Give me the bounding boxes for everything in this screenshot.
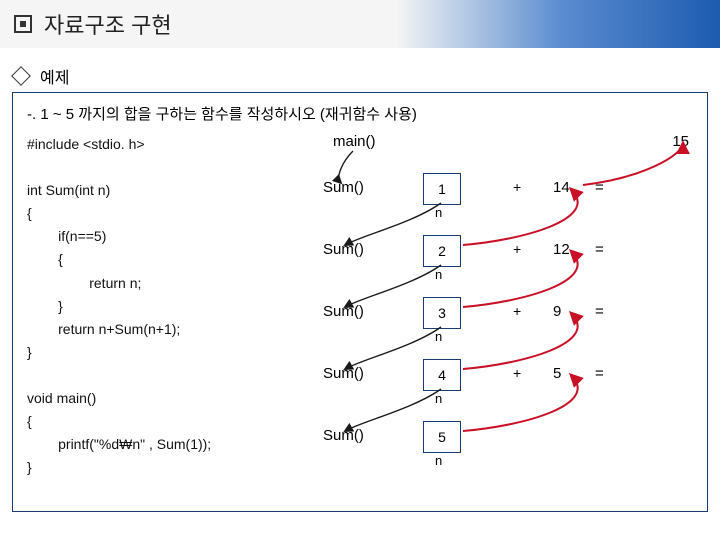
n-label: n	[435, 329, 442, 344]
return-value: 12	[553, 241, 570, 258]
n-box: 5	[423, 421, 461, 453]
equals-sign: =	[595, 179, 604, 196]
return-value: 5	[553, 365, 561, 382]
n-label: n	[435, 391, 442, 406]
return-value: 14	[553, 179, 570, 196]
trace-column: main() 15 Sum()1n+14=Sum()2n+12=Sum()3n+…	[323, 133, 703, 493]
n-box: 3	[423, 297, 461, 329]
bullet-diamond-icon	[11, 66, 31, 86]
plus-sign: +	[513, 241, 521, 257]
equals-sign: =	[595, 303, 604, 320]
plus-sign: +	[513, 179, 521, 195]
subtitle-row: 예제	[0, 48, 720, 92]
n-box: 1	[423, 173, 461, 205]
n-label: n	[435, 453, 442, 468]
sum-label: Sum()	[323, 179, 364, 196]
equals-sign: =	[595, 365, 604, 382]
equals-sign: =	[595, 241, 604, 258]
sum-label: Sum()	[323, 241, 364, 258]
final-result: 15	[672, 133, 689, 150]
code-line: return n+Sum(n+1);	[27, 321, 180, 337]
code-line: {	[27, 251, 63, 267]
sum-label: Sum()	[323, 303, 364, 320]
code-include: #include <stdio. h>	[27, 136, 145, 152]
bullet-square-icon	[14, 15, 32, 33]
title-text: 자료구조 구현	[44, 8, 172, 40]
code-line: void main()	[27, 390, 96, 406]
n-box: 4	[423, 359, 461, 391]
main-label: main()	[333, 133, 376, 150]
code-line: printf("%d₩n" , Sum(1));	[27, 436, 211, 452]
sum-label: Sum()	[323, 427, 364, 444]
subtitle-text: 예제	[40, 64, 69, 88]
problem-prompt: -. 1 ~ 5 까지의 합을 구하는 함수를 작성하시오 (재귀함수 사용)	[27, 103, 693, 124]
sum-label: Sum()	[323, 365, 364, 382]
n-box: 2	[423, 235, 461, 267]
plus-sign: +	[513, 365, 521, 381]
code-line: {	[27, 413, 32, 429]
code-line: }	[27, 298, 63, 314]
code-line: int Sum(int n)	[27, 182, 110, 198]
n-label: n	[435, 267, 442, 282]
plus-sign: +	[513, 303, 521, 319]
code-line: }	[27, 459, 32, 475]
content-panel: -. 1 ~ 5 까지의 합을 구하는 함수를 작성하시오 (재귀함수 사용) …	[12, 92, 708, 512]
return-value: 9	[553, 303, 561, 320]
title-bar: 자료구조 구현	[0, 0, 720, 48]
code-line: if(n==5)	[27, 228, 106, 244]
n-label: n	[435, 205, 442, 220]
code-line: {	[27, 205, 32, 221]
code-line: }	[27, 344, 32, 360]
code-line: return n;	[27, 275, 141, 291]
code-column: #include <stdio. h> int Sum(int n) { if(…	[27, 133, 211, 479]
